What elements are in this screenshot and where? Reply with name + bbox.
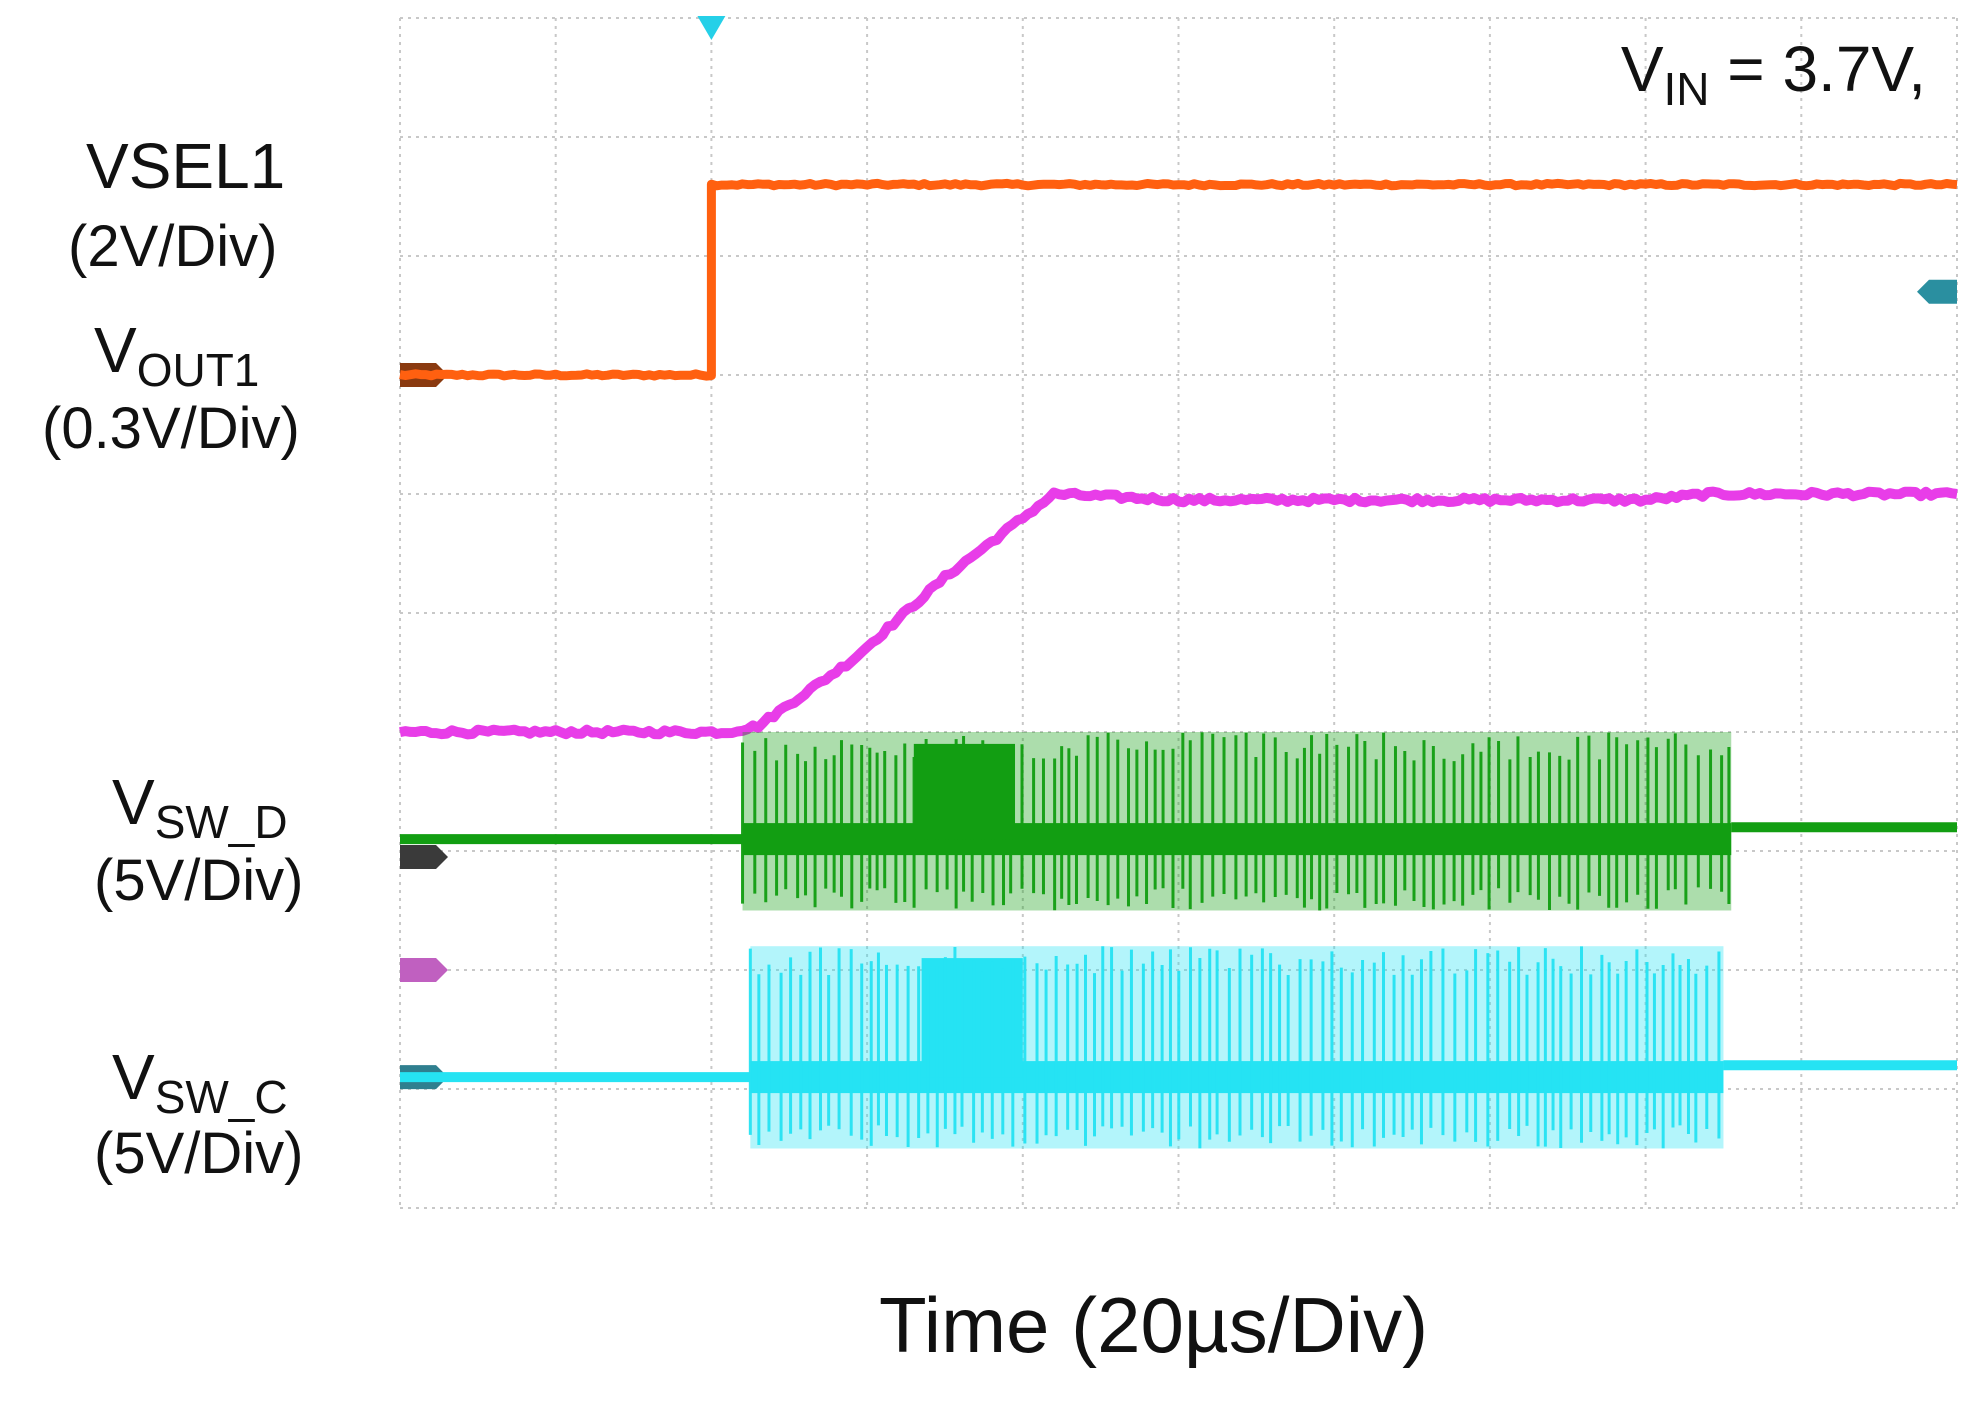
vout1-ground-marker bbox=[400, 958, 448, 982]
trigger-marker bbox=[697, 16, 726, 40]
vswd-ground-marker bbox=[400, 844, 448, 869]
vin-annotation: VIN = 3.7V, bbox=[1620, 33, 1926, 115]
waveform-traces bbox=[399, 178, 1958, 1149]
right-offset-marker bbox=[1917, 279, 1957, 304]
label-vswc-name: VSW_C bbox=[112, 1041, 288, 1123]
label-vsel1-name: VSEL1 bbox=[86, 130, 286, 202]
x-axis-label: Time (20µs/Div) bbox=[879, 1281, 1429, 1369]
label-vout1-name: VOUT1 bbox=[94, 314, 260, 396]
trace-vout1 bbox=[399, 486, 1958, 740]
channel-markers bbox=[400, 16, 1957, 1090]
label-vsel1-scale: (2V/Div) bbox=[68, 214, 278, 279]
label-vswd-name: VSW_D bbox=[112, 766, 288, 848]
trace-vsw-d bbox=[400, 732, 1957, 911]
label-vout1-scale: (0.3V/Div) bbox=[42, 396, 300, 461]
trace-vsw-c bbox=[400, 946, 1957, 1149]
label-vswc-scale: (5V/Div) bbox=[94, 1121, 304, 1186]
trace-vsel1 bbox=[399, 178, 1958, 381]
label-vswd-scale: (5V/Div) bbox=[94, 848, 304, 913]
